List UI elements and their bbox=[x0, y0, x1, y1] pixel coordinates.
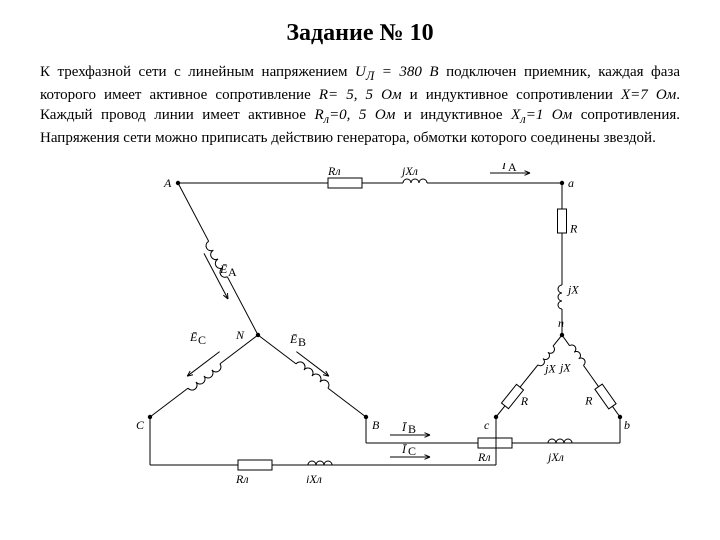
svg-text:Ī: Ī bbox=[501, 163, 507, 172]
svg-text:jXл: jXл bbox=[304, 472, 322, 483]
task-text: К трехфазной сети с линейным напряжением… bbox=[40, 62, 680, 148]
svg-text:jX: jX bbox=[558, 361, 571, 375]
svg-text:jX: jX bbox=[566, 283, 579, 297]
svg-text:A: A bbox=[228, 265, 237, 279]
svg-text:R: R bbox=[584, 394, 593, 408]
svg-text:Rл: Rл bbox=[477, 450, 491, 464]
svg-text:Rл: Rл bbox=[235, 472, 249, 483]
svg-text:B: B bbox=[372, 418, 380, 432]
svg-text:N: N bbox=[235, 328, 245, 342]
svg-text:R: R bbox=[569, 222, 578, 236]
svg-text:B: B bbox=[298, 335, 306, 349]
svg-text:Ē: Ē bbox=[189, 330, 198, 344]
svg-text:jXл: jXл bbox=[546, 450, 564, 464]
svg-text:A: A bbox=[508, 163, 517, 174]
svg-text:A: A bbox=[163, 176, 172, 190]
svg-text:b: b bbox=[624, 418, 630, 432]
svg-text:jX: jX bbox=[543, 362, 556, 376]
page-title: Задание № 10 bbox=[40, 20, 680, 47]
svg-text:C: C bbox=[136, 418, 145, 432]
svg-text:n: n bbox=[558, 316, 564, 330]
circuit-figure: ABCNĒAĒBĒCjXRjXRjXRabcnRлjXлĪARлjXлĪBRлj… bbox=[40, 163, 680, 483]
svg-text:Ī: Ī bbox=[401, 420, 407, 434]
svg-text:C: C bbox=[408, 444, 416, 458]
svg-text:c: c bbox=[484, 418, 490, 432]
svg-text:Ē: Ē bbox=[219, 262, 228, 276]
svg-text:Rл: Rл bbox=[327, 164, 341, 178]
svg-text:C: C bbox=[198, 333, 206, 347]
svg-text:a: a bbox=[568, 176, 574, 190]
svg-text:Ī: Ī bbox=[401, 442, 407, 456]
svg-text:R: R bbox=[520, 394, 529, 408]
svg-text:B: B bbox=[408, 422, 416, 436]
svg-text:jXл: jXл bbox=[400, 164, 418, 178]
svg-text:Ē: Ē bbox=[289, 332, 298, 346]
